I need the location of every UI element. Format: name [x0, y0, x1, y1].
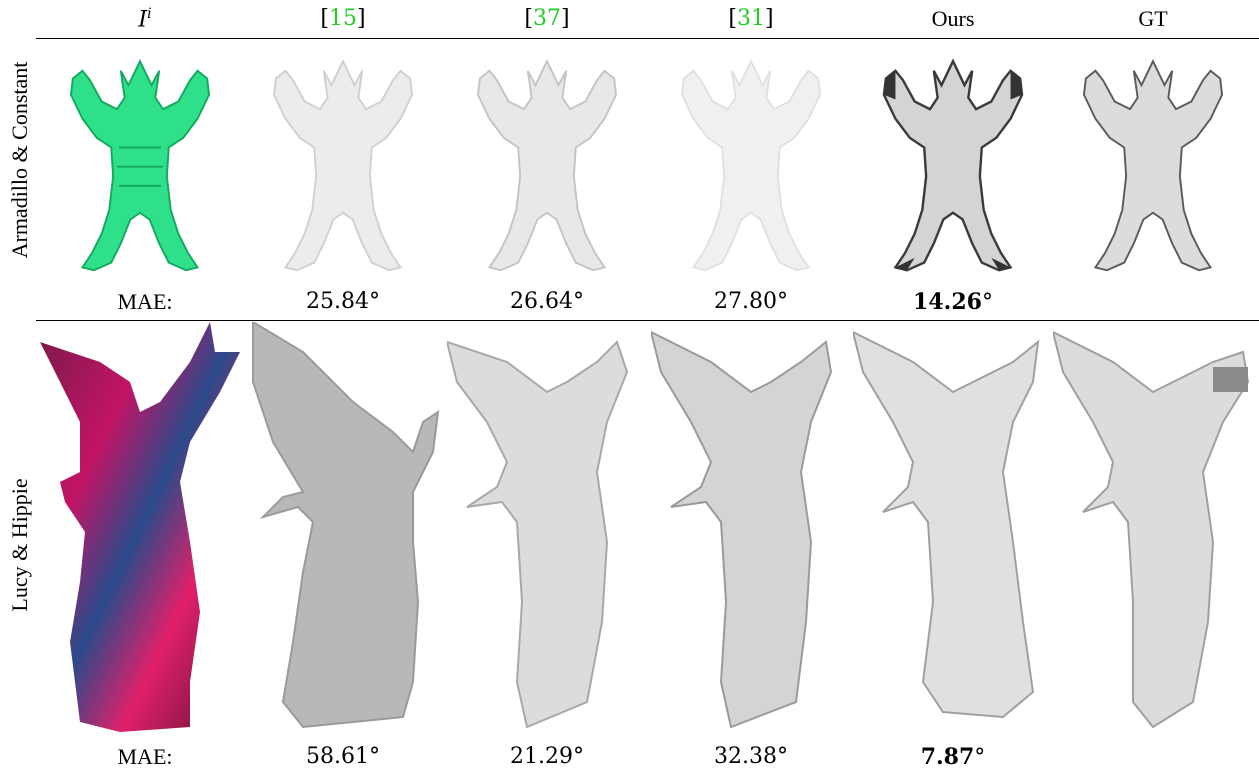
row2-mae-ref15: 58.61°: [306, 744, 380, 769]
row2-mae-ref31: 32.38°: [714, 744, 788, 769]
col-header-gt: GT: [1138, 6, 1168, 31]
lucy-result-ref15: [243, 322, 443, 737]
row1-mae-ours-value: 14.26: [913, 289, 982, 315]
row2-mae-label: MAE:: [117, 744, 173, 769]
lucy-result-ref37: [447, 322, 647, 737]
lucy-input-image: [40, 322, 240, 737]
citation-31[interactable]: 31: [737, 6, 765, 31]
row2-mae-ref37: 21.29°: [510, 744, 584, 769]
col-header-ref31: [31]: [728, 6, 774, 31]
row-separator: [36, 320, 1259, 321]
armadillo-ground-truth: [1053, 42, 1253, 277]
col-header-ref37: [37]: [524, 6, 570, 31]
row2-mae-ours-unit: °: [974, 745, 986, 770]
armadillo-result-ref15: [243, 42, 443, 277]
row1-mae-ours: 14.26°: [853, 289, 1053, 315]
armadillo-result-ref37: [447, 42, 647, 277]
input-symbol: I: [138, 7, 148, 33]
row-label-lucy: Lucy & Hippie: [7, 478, 32, 612]
col-header-input: Ii: [45, 6, 245, 36]
armadillo-input-image: [40, 42, 240, 277]
armadillo-result-ours: [853, 42, 1053, 277]
lucy-result-ref31: [651, 322, 851, 737]
input-superscript: i: [147, 6, 152, 22]
row1-mae-ref15: 25.84°: [306, 289, 380, 314]
col-header-ref15: [15]: [320, 6, 366, 31]
row1-mae-label: MAE:: [117, 289, 173, 314]
row1-mae-ref31: 27.80°: [714, 289, 788, 314]
lucy-result-ours: [853, 322, 1053, 737]
armadillo-result-ref31: [651, 42, 851, 277]
row1-mae-ref37: 26.64°: [510, 289, 584, 314]
row-label-armadillo: Armadillo & Constant: [7, 61, 32, 259]
col-header-ours: Ours: [931, 6, 975, 31]
header-rule: [36, 38, 1259, 39]
row1-mae-ours-unit: °: [981, 290, 993, 315]
row2-mae-ours-value: 7.87: [920, 744, 975, 770]
lucy-ground-truth: [1053, 322, 1253, 737]
row2-mae-ours: 7.87°: [853, 744, 1053, 770]
citation-15[interactable]: 15: [329, 6, 357, 31]
citation-37[interactable]: 37: [533, 6, 561, 31]
